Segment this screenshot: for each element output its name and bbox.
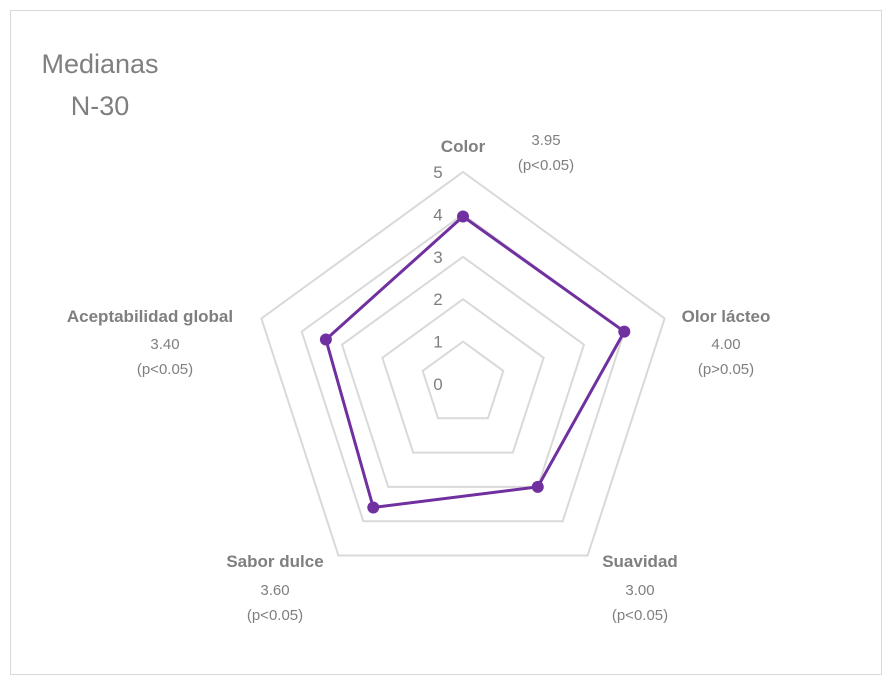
grid-ring-3	[340, 255, 586, 488]
axis-label-2: Olor lácteo	[682, 307, 771, 326]
axis-label-5: Aceptabilidad global	[67, 307, 233, 326]
tick-label: 5	[433, 163, 442, 182]
radar-ticks: 0 1 2 3 4 5	[433, 163, 442, 394]
grid-ring-2	[381, 297, 545, 454]
data-point-4	[367, 501, 380, 514]
radar-series	[319, 210, 631, 514]
chart-frame	[10, 10, 882, 675]
axis-pvalue-3: (p<0.05)	[612, 607, 668, 624]
series-line	[324, 215, 626, 509]
grid-ring-1	[421, 340, 505, 420]
axis-value-2: 4.00	[711, 336, 740, 353]
data-point-3	[531, 480, 544, 493]
axis-pvalue-5: (p<0.05)	[137, 361, 193, 378]
chart-title-line-1: Medianas	[41, 49, 159, 79]
grid-ring-5	[260, 170, 666, 557]
axis-pvalue-1: (p<0.05)	[518, 157, 574, 174]
data-point-5	[319, 333, 332, 346]
axis-value-3: 3.00	[625, 582, 654, 599]
axis-pvalue-2: (p>0.05)	[698, 361, 754, 378]
axis-value-5: 3.40	[150, 336, 179, 353]
tick-label: 3	[433, 248, 442, 267]
radar-grid	[260, 170, 666, 557]
tick-label: 4	[433, 205, 442, 224]
tick-label: 1	[433, 333, 442, 352]
tick-label: 0	[433, 375, 442, 394]
axis-label-3: Suavidad	[602, 552, 678, 571]
axis-value-1: 3.95	[531, 132, 560, 149]
tick-label: 2	[433, 290, 442, 309]
axis-value-4: 3.60	[260, 582, 289, 599]
chart-title-line-2: N-30	[70, 91, 130, 121]
axis-label-4: Sabor dulce	[226, 552, 323, 571]
axis-label-1: Color	[441, 137, 486, 156]
radar-labels: Color 3.95 (p<0.05) Olor lácteo 4.00 (p>0.05)…	[67, 132, 771, 624]
data-point-1	[457, 210, 469, 223]
axis-pvalue-4: (p<0.05)	[247, 607, 303, 624]
data-point-2	[618, 325, 631, 338]
